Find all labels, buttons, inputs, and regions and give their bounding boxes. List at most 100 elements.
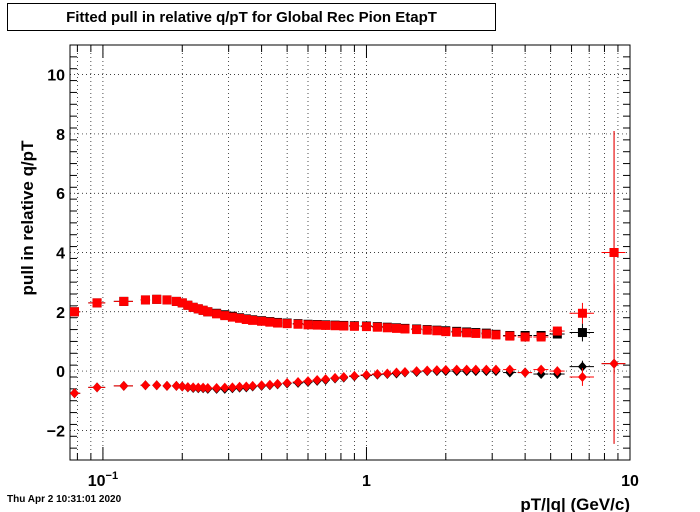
data-point-diamond: [412, 366, 422, 377]
data-point-diamond: [452, 364, 462, 375]
data-point-diamond: [321, 374, 331, 385]
data-point-square: [152, 294, 162, 304]
data-point-square: [321, 320, 331, 330]
data-point-square: [241, 314, 251, 324]
data-point-diamond: [382, 368, 392, 379]
series-black-diamond: [69, 283, 626, 444]
data-point-diamond: [203, 382, 213, 393]
data-point-square: [577, 308, 587, 318]
chart-title-box: Fitted pull in relative q/pT for Global …: [7, 3, 496, 31]
data-point-square: [361, 322, 371, 332]
data-point-square: [432, 326, 442, 336]
data-point-diamond: [193, 382, 203, 393]
data-point-diamond: [152, 380, 162, 391]
data-point-diamond: [140, 380, 150, 391]
data-point-diamond: [552, 366, 562, 377]
data-point-square: [92, 298, 102, 308]
data-point-diamond: [119, 380, 129, 391]
data-point-diamond: [248, 380, 258, 391]
data-point-diamond: [257, 380, 267, 391]
data-point-diamond: [312, 374, 322, 385]
data-point-square: [303, 320, 313, 330]
data-point-diamond: [339, 372, 349, 382]
data-point-square: [273, 318, 283, 328]
data-point-diamond: [462, 364, 472, 375]
data-point-diamond: [188, 382, 198, 393]
data-point-square: [171, 296, 181, 306]
chart-title: Fitted pull in relative q/pT for Global …: [66, 8, 437, 26]
data-point-square: [441, 327, 451, 337]
data-point-square: [69, 307, 79, 317]
y-tick-label: 8: [56, 127, 65, 144]
data-point-diamond: [349, 370, 359, 381]
data-point-diamond: [92, 382, 102, 393]
y-tick-label: 6: [56, 186, 65, 203]
x-tick-labels: 10−1 1 10: [88, 470, 639, 490]
data-point-diamond: [577, 372, 587, 382]
data-point-square: [282, 319, 292, 329]
data-point-diamond: [162, 380, 172, 391]
data-point-diamond: [293, 377, 303, 388]
data-point-diamond: [471, 364, 481, 375]
data-point-square: [203, 307, 213, 317]
y-tick-labels: −2 0 2 4 6 8 10: [47, 68, 65, 441]
data-point-diamond: [183, 382, 193, 393]
data-point-square: [257, 316, 267, 326]
data-point-diamond: [491, 364, 501, 375]
data-point-square: [481, 329, 491, 339]
data-point-square: [265, 317, 275, 327]
data-point-diamond: [361, 369, 371, 380]
data-point-square: [505, 331, 515, 341]
grid-lines: [70, 45, 631, 460]
data-point-square: [577, 328, 587, 338]
data-point-diamond: [391, 367, 401, 378]
series-red-diamond: [69, 283, 626, 444]
data-point-diamond: [212, 382, 222, 393]
data-point-square: [235, 313, 245, 323]
data-point-square: [293, 319, 303, 329]
data-point-diamond: [330, 372, 340, 383]
axis-ticks: [70, 44, 631, 461]
data-point-square: [119, 296, 129, 306]
data-point-square: [400, 324, 410, 334]
data-point-square: [198, 305, 208, 315]
data-point-square: [536, 332, 546, 342]
data-point-square: [422, 325, 432, 335]
data-point-diamond: [441, 364, 451, 375]
data-point-diamond: [481, 364, 491, 375]
data-point-square: [330, 321, 340, 331]
data-point-square: [382, 323, 392, 333]
data-point-diamond: [227, 382, 237, 393]
data-point-diamond: [235, 381, 245, 392]
data-point-square: [140, 295, 150, 305]
data-point-square: [372, 322, 382, 332]
y-tick-label: −2: [47, 423, 65, 440]
data-point-square: [212, 309, 222, 319]
data-point-square: [188, 302, 198, 312]
data-point-square: [491, 330, 501, 340]
data-point-square: [220, 311, 230, 321]
data-point-square: [227, 312, 237, 322]
data-point-diamond: [241, 381, 251, 392]
data-point-diamond: [609, 358, 619, 369]
data-point-diamond: [577, 361, 587, 372]
data-point-diamond: [520, 367, 530, 378]
data-point-square: [193, 304, 203, 314]
data-point-diamond: [177, 381, 187, 392]
data-point-diamond: [220, 382, 230, 393]
plot-frame: [69, 44, 631, 461]
data-point-diamond: [536, 364, 546, 375]
x-axis-title: pT/|q| (GeV/c): [520, 495, 630, 512]
x-tick-label: 10: [621, 473, 639, 490]
data-point-square: [391, 323, 401, 333]
data-point-square: [412, 325, 422, 335]
data-point-square: [552, 326, 562, 336]
data-point-square: [471, 328, 481, 338]
data-point-diamond: [273, 378, 283, 389]
x-tick-label: 10−1: [88, 470, 118, 490]
data-point-diamond: [432, 365, 442, 376]
data-point-square: [162, 295, 172, 305]
data-point-square: [183, 300, 193, 310]
y-tick-label: 0: [56, 364, 65, 381]
